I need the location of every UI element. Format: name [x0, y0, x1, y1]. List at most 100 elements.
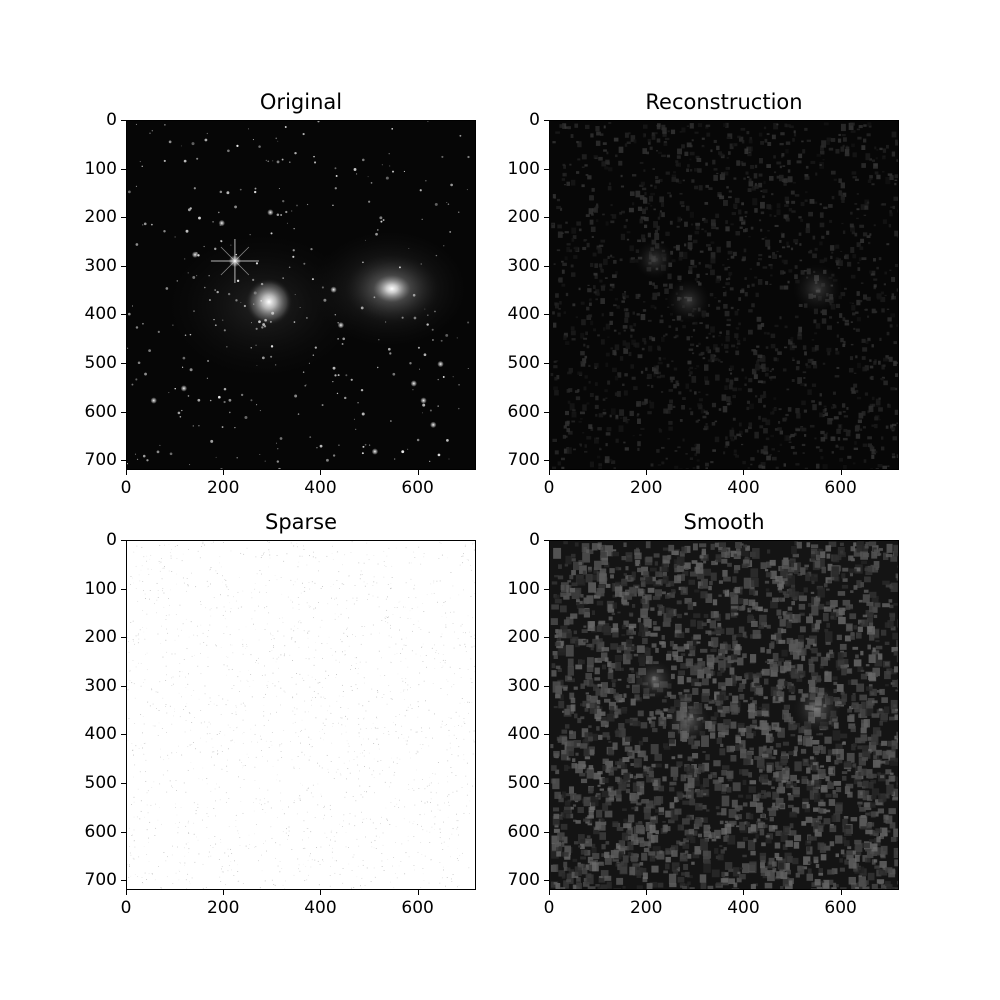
y-tick-label: 100 [507, 158, 540, 179]
y-tick-mark [121, 685, 126, 687]
y-tick-label: 0 [529, 110, 540, 130]
x-tick-mark [840, 470, 842, 475]
y-tick-mark [121, 217, 126, 219]
y-tick-label: 400 [507, 724, 540, 745]
panel-reconstruction: Reconstruction 0 100 200 300 400 500 600 700 0 200… [508, 90, 899, 498]
y-tick-label: 200 [84, 627, 117, 648]
y-tick-mark [544, 120, 549, 121]
y-tick-mark [544, 265, 549, 267]
x-tick-label: 400 [727, 898, 760, 918]
y-tick-mark [121, 120, 126, 121]
y-tick-mark [121, 168, 126, 170]
y-tick-label: 400 [84, 724, 117, 745]
y-tick-label: 500 [84, 773, 117, 794]
x-tick-mark [223, 470, 225, 475]
y-tick-label: 300 [84, 675, 117, 696]
x-tick-label: 400 [304, 898, 337, 918]
x-tick-mark [320, 890, 322, 895]
panel-title: Reconstruction [645, 90, 803, 114]
y-tick-mark [544, 314, 549, 316]
y-tick-mark [544, 783, 549, 785]
y-tick-label: 700 [507, 870, 540, 891]
y-tick-label: 600 [84, 401, 117, 422]
y-tick-mark [121, 831, 126, 833]
y-tick-mark [121, 588, 126, 590]
x-tick-mark [549, 470, 550, 475]
x-tick-mark [417, 890, 419, 895]
y-tick-mark [121, 783, 126, 785]
y-tick-mark [544, 540, 549, 541]
y-tick-label: 200 [507, 627, 540, 648]
y-tick-label: 600 [507, 821, 540, 842]
y-tick-mark [121, 363, 126, 365]
x-tick-mark [417, 470, 419, 475]
y-tick-mark [121, 460, 126, 462]
y-tick-mark [121, 880, 126, 882]
x-tick-label: 200 [629, 898, 663, 918]
panel-title: Smooth [683, 510, 765, 534]
y-tick-mark [121, 265, 126, 267]
x-tick-mark [646, 470, 648, 475]
image-sparse [126, 540, 476, 890]
y-tick-mark [544, 460, 549, 462]
y-tick-mark [544, 411, 549, 413]
y-tick-label: 700 [84, 450, 117, 471]
x-tick-label: 0 [543, 478, 555, 498]
y-tick-label: 400 [507, 304, 540, 325]
panel-original: Original 0 100 200 300 400 500 600 700 0 200 400 600 [85, 90, 476, 498]
y-tick-label: 200 [84, 207, 117, 228]
y-tick-mark [544, 168, 549, 170]
y-tick-mark [544, 588, 549, 590]
y-tick-mark [544, 831, 549, 833]
y-tick-label: 300 [84, 255, 117, 276]
y-tick-label: 100 [84, 158, 117, 179]
y-tick-mark [544, 217, 549, 219]
x-tick-label: 0 [543, 898, 555, 918]
y-tick-mark [544, 637, 549, 639]
x-tick-label: 400 [304, 478, 337, 498]
y-tick-mark [121, 734, 126, 736]
y-tick-label: 300 [507, 255, 540, 276]
y-tick-label: 300 [507, 675, 540, 696]
x-tick-mark [743, 470, 745, 475]
x-tick-label: 600 [401, 898, 434, 918]
y-tick-label: 0 [106, 530, 117, 550]
x-tick-label: 200 [206, 898, 240, 918]
y-tick-label: 0 [529, 530, 540, 550]
y-tick-label: 100 [507, 578, 540, 599]
image-smooth [549, 540, 899, 890]
y-tick-label: 600 [507, 401, 540, 422]
y-tick-label: 0 [106, 110, 117, 130]
x-tick-label: 400 [727, 478, 760, 498]
y-tick-label: 500 [507, 353, 540, 374]
y-tick-mark [121, 411, 126, 413]
x-tick-label: 0 [120, 898, 132, 918]
y-tick-label: 700 [84, 870, 117, 891]
x-tick-label: 0 [120, 478, 132, 498]
panel-sparse: Sparse 0 100 200 300 400 500 600 700 0 200 400 600 [85, 510, 476, 918]
x-tick-mark [320, 470, 322, 475]
y-tick-label: 200 [507, 207, 540, 228]
x-tick-mark [646, 890, 648, 895]
image-original [126, 120, 476, 470]
x-tick-label: 600 [401, 478, 434, 498]
panel-title: Sparse [264, 510, 338, 534]
y-tick-mark [544, 685, 549, 687]
x-tick-label: 600 [824, 478, 857, 498]
image-reconstruction [549, 120, 899, 470]
y-tick-label: 700 [507, 450, 540, 471]
y-tick-label: 100 [84, 578, 117, 599]
y-tick-label: 600 [84, 821, 117, 842]
y-tick-label: 400 [84, 304, 117, 325]
x-tick-label: 200 [206, 478, 240, 498]
y-tick-mark [121, 314, 126, 316]
y-tick-mark [121, 540, 126, 541]
y-tick-mark [121, 637, 126, 639]
y-tick-label: 500 [84, 353, 117, 374]
x-tick-label: 600 [824, 898, 857, 918]
y-tick-mark [544, 880, 549, 882]
x-tick-mark [840, 890, 842, 895]
x-tick-mark [223, 890, 225, 895]
y-tick-label: 500 [507, 773, 540, 794]
y-tick-mark [544, 734, 549, 736]
